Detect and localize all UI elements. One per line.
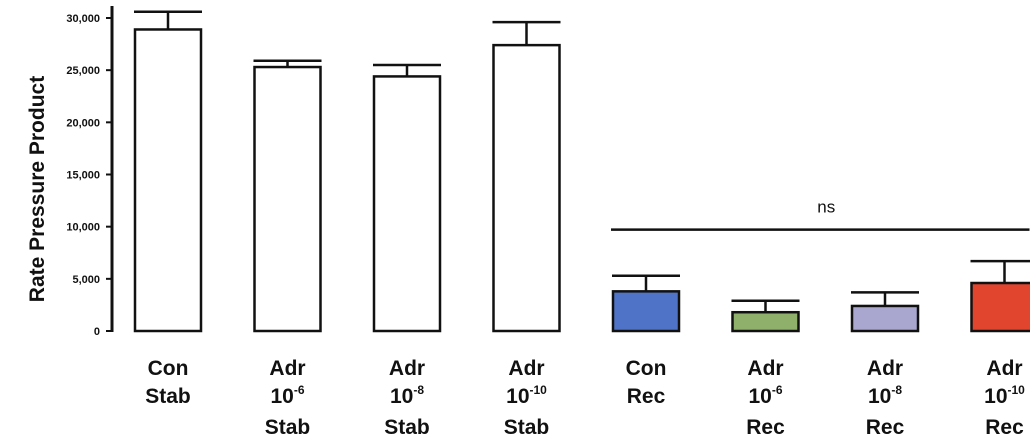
x-tick-label: 10-10 (506, 383, 547, 408)
x-tick-label-text: Rec (746, 416, 785, 439)
x-tick-label: Adr (269, 357, 305, 380)
annotations: ns (611, 198, 1030, 231)
y-tick-label: 25,000 (66, 65, 100, 77)
x-tick-label-text: Adr (508, 357, 544, 380)
x-tick-label-text: 10 (390, 385, 413, 408)
bar (133, 28, 203, 333)
x-tick-label-text: Adr (867, 357, 903, 380)
x-tick-label: 10-8 (390, 383, 424, 408)
y-tick-label: 5,000 (72, 274, 100, 286)
bar (492, 43, 561, 333)
bar (850, 304, 920, 333)
bars (133, 10, 1030, 333)
bar (253, 65, 322, 333)
y-axis: 0 5,000 10,000 15,000 20,000 25,000 30,000 (66, 6, 114, 338)
x-tick-label-text: Con (148, 357, 189, 380)
x-tick-label-text: Rec (627, 385, 666, 408)
y-tick-label: 20,000 (66, 117, 100, 129)
x-tick-label: Rec (985, 416, 1024, 439)
x-tick-label-text: Rec (866, 416, 905, 439)
x-tick-label-text: Stab (145, 385, 191, 408)
x-tick-label-exponent: -8 (891, 383, 902, 397)
bar (731, 310, 800, 333)
x-tick-label: 10-10 (984, 383, 1025, 408)
x-tick-label-text: Adr (389, 357, 425, 380)
x-tick-label: Stab (384, 416, 430, 439)
x-tick-label: 10-6 (748, 383, 782, 408)
y-tick-label: 10,000 (66, 222, 100, 234)
x-tick-label-text: Rec (985, 416, 1024, 439)
x-tick-label: Adr (747, 357, 783, 380)
x-tick-label-exponent: -6 (772, 383, 783, 397)
x-tick-label: Adr (508, 357, 544, 380)
x-tick-label: 10-8 (868, 383, 902, 408)
x-tick-label-exponent: -8 (413, 383, 424, 397)
x-tick-label: Rec (866, 416, 905, 439)
y-axis-label: Rate Pressure Product (26, 76, 49, 302)
ns-label: ns (817, 198, 835, 217)
y-tick-label: 30,000 (66, 13, 100, 25)
x-tick-label-text: Adr (747, 357, 783, 380)
x-tick-label-text: Adr (269, 357, 305, 380)
x-tick-label: Rec (746, 416, 785, 439)
x-tick-label: 10-6 (270, 383, 304, 408)
bar (372, 75, 442, 333)
x-tick-label: Rec (627, 385, 666, 408)
x-tick-label-text: Adr (986, 357, 1022, 380)
x-tick-label-text: Stab (504, 416, 550, 439)
x-tick-label-exponent: -6 (294, 383, 305, 397)
x-tick-label-text: Stab (384, 416, 430, 439)
x-tick-label-text: 10 (984, 385, 1007, 408)
x-tick-label-text: 10 (748, 385, 771, 408)
x-tick-label: Con (148, 357, 189, 380)
x-tick-label-exponent: -10 (530, 383, 548, 397)
bar (970, 281, 1030, 333)
y-tick-label: 15,000 (66, 170, 100, 182)
x-tick-label-text: 10 (270, 385, 293, 408)
x-tick-label: Stab (145, 385, 191, 408)
x-tick-label-text: 10 (506, 385, 529, 408)
x-axis-labels: ConStabAdr10-6StabAdr10-8StabAdr10-10Sta… (145, 357, 1025, 439)
x-tick-label: Adr (867, 357, 903, 380)
x-tick-label: Stab (265, 416, 311, 439)
x-tick-label-text: Stab (265, 416, 311, 439)
y-tick-label: 0 (94, 326, 100, 338)
x-tick-label: Adr (389, 357, 425, 380)
x-tick-label-text: Con (626, 357, 667, 380)
x-tick-label: Con (626, 357, 667, 380)
x-tick-label-text: 10 (868, 385, 891, 408)
x-tick-label: Adr (986, 357, 1022, 380)
bar (611, 290, 681, 333)
x-tick-label: Stab (504, 416, 550, 439)
x-tick-label-exponent: -10 (1008, 383, 1026, 397)
